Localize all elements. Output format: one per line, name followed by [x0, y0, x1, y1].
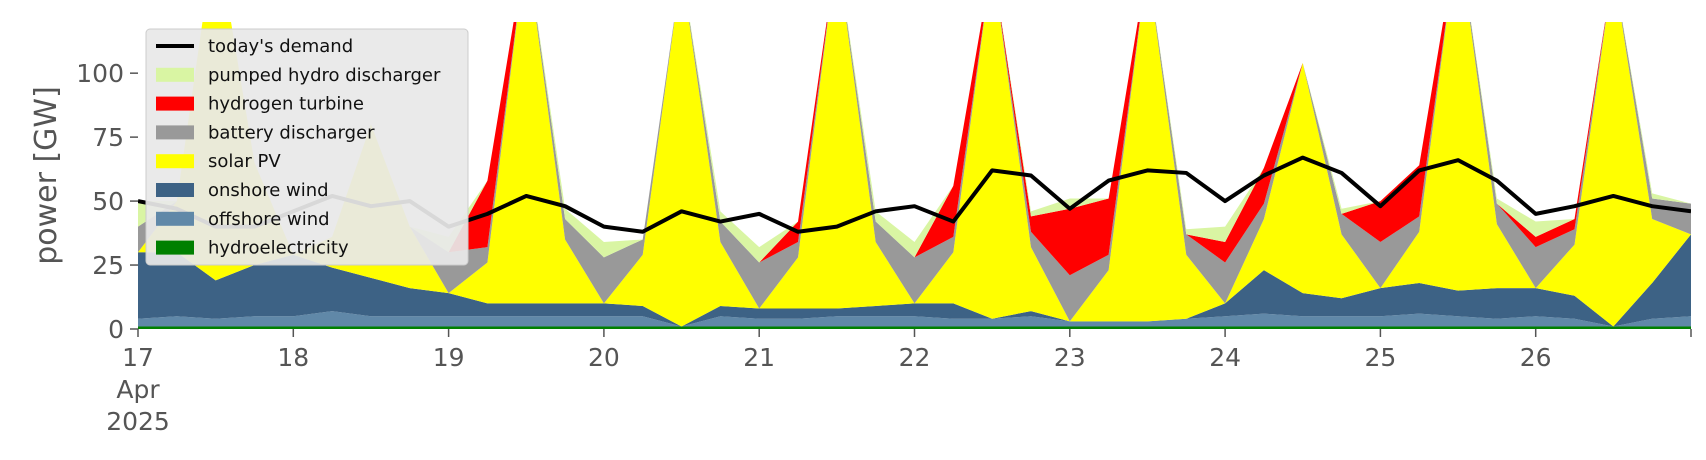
area-battery-discharger — [138, 22, 1691, 322]
legend-item: today's demand — [156, 36, 353, 57]
y-axis-label: power [GW] — [29, 86, 64, 265]
x-tick-label: 20 — [588, 343, 620, 372]
legend-item: pumped hydro discharger — [156, 65, 441, 86]
legend: today's demand pumped hydro discharger hyd… — [145, 28, 469, 266]
x-tick-label: 19 — [433, 343, 465, 372]
stacked-area-group — [138, 22, 1691, 329]
legend-swatch — [156, 67, 194, 82]
x-tick-label: 23 — [1054, 343, 1086, 372]
x-tick-label: 24 — [1209, 343, 1241, 372]
legend-label: battery discharger — [208, 122, 375, 143]
legend-item: onshore wind — [156, 180, 329, 201]
legend-label: onshore wind — [208, 180, 329, 201]
x-tick-label: 25 — [1364, 343, 1396, 372]
area-onshore-wind — [138, 234, 1691, 327]
legend-swatch — [156, 154, 194, 169]
legend-swatch — [156, 240, 194, 255]
x-tick-label: 22 — [899, 343, 931, 372]
area-hydroelectricity — [138, 326, 1691, 329]
y-tick-label: 100 — [76, 59, 124, 88]
y-tick-label: 50 — [92, 187, 124, 216]
legend-item: solar PV — [156, 151, 281, 172]
x-tick-label: 17 Apr 2025 — [106, 343, 170, 436]
legend-label: hydrogen turbine — [208, 94, 364, 115]
y-axis: 0 25 50 75 100 — [76, 59, 138, 344]
legend-swatch — [156, 125, 194, 140]
legend-swatch — [156, 183, 194, 197]
legend-label: today's demand — [208, 36, 353, 57]
legend-item: offshore wind — [156, 209, 330, 230]
legend-item: battery discharger — [156, 122, 375, 143]
legend-label: pumped hydro discharger — [208, 65, 441, 86]
legend-item: hydroelectricity — [156, 238, 349, 259]
legend-label: solar PV — [208, 151, 281, 172]
x-tick-label: 18 — [277, 343, 309, 372]
legend-label: hydroelectricity — [208, 238, 349, 259]
y-tick-label: 75 — [92, 123, 124, 152]
x-tick-label: 26 — [1520, 343, 1552, 372]
area-offshore-wind — [138, 311, 1691, 327]
legend-background — [145, 28, 469, 266]
x-axis: 17 Apr 2025 18 19 20 21 22 23 24 25 26 — [106, 329, 1692, 436]
legend-label: offshore wind — [208, 209, 330, 230]
legend-item: hydrogen turbine — [156, 94, 364, 115]
legend-swatch — [156, 96, 194, 111]
y-tick-label: 25 — [92, 251, 124, 280]
y-tick-label: 0 — [108, 315, 124, 344]
x-tick-label: 21 — [743, 343, 775, 372]
area-solar-pv — [138, 22, 1691, 327]
legend-swatch — [156, 211, 194, 226]
